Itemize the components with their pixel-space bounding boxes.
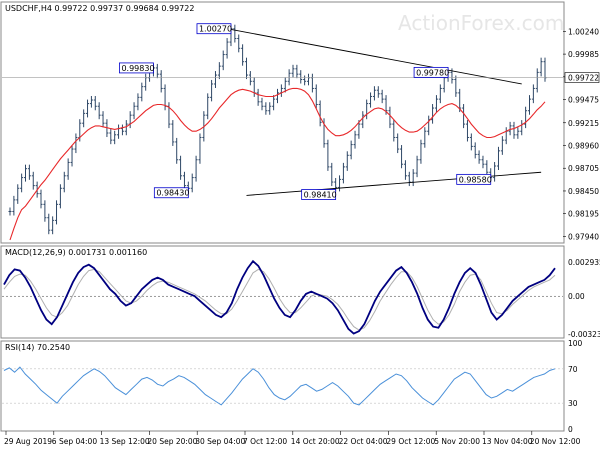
x-tick-label: 29 Aug 2019 [4, 437, 52, 446]
rsi-panel [0, 340, 565, 432]
trendline-upper [227, 28, 522, 85]
price-y-tick-label: 0.98705 [568, 164, 599, 173]
price-annotation-box [413, 66, 449, 78]
price-plot: 0.99830 1.00270 0.98430 0.98410 0.99780 0.985… [2, 23, 563, 241]
price-annotation-box [456, 173, 492, 185]
x-tick-label: 20 Sep 20:00 [147, 437, 197, 446]
macd-panel [0, 245, 565, 339]
x-tick-label: 5 Nov 20:00 [434, 437, 480, 446]
watermark: ActionForex.com [398, 11, 564, 35]
current-price-box [564, 72, 600, 83]
rsi-y-tick-label: 70 [568, 365, 578, 374]
x-tick-label: 29 Oct 12:00 [386, 437, 435, 446]
macd-y-tick-label: 0.002935 [568, 258, 600, 267]
rsi-line [3, 366, 556, 406]
price-title: USDCHF,H4 0.99722 0.99737 0.99684 0.9972… [5, 4, 194, 13]
macd-y-tick-label: 0.00 [568, 292, 585, 301]
price-annotation-label: 0.98580 [459, 175, 492, 184]
price-panel [0, 1, 565, 244]
x-tick-label: 13 Sep 12:00 [100, 437, 150, 446]
price-annotation-label: 0.99780 [416, 68, 449, 77]
price-y-tick-label: 0.98450 [568, 187, 599, 196]
price-annotation-box [153, 187, 189, 199]
y-axes: 1.002400.999850.997300.994750.992150.989… [563, 27, 600, 434]
price-annotation-label: 0.98430 [156, 189, 189, 198]
rsi-plot [2, 366, 563, 406]
rsi-y-tick-label: 30 [568, 399, 578, 408]
price-annotation-label: 1.00270 [199, 25, 232, 34]
price-annotation-box [196, 23, 232, 35]
x-tick-label: 7 Oct 12:00 [243, 437, 287, 446]
price-y-tick-label: 1.00240 [568, 27, 599, 36]
price-y-tick-label: 0.97940 [568, 232, 599, 241]
price-annotation-box [119, 62, 154, 74]
rsi-y-tick-label: 0 [568, 425, 573, 434]
price-annotation-label: 0.99830 [121, 64, 154, 73]
macd-y-tick-label: -0.003238 [568, 330, 600, 339]
rsi-y-tick-label: 100 [568, 339, 583, 348]
trendline-lower [246, 171, 542, 196]
current-price-label: 0.99722 [568, 74, 599, 83]
macd-title: MACD(12,26,9) 0.001731 0.001160 [5, 248, 147, 257]
price-y-tick-label: 0.99215 [568, 119, 599, 128]
x-tick-label: 13 Nov 04:00 [482, 437, 533, 446]
macd-plot [2, 259, 563, 335]
rsi-title: RSI(14) 70.2540 [5, 343, 70, 352]
price-y-tick-label: 0.99475 [568, 96, 599, 105]
price-annotation-box [301, 189, 337, 200]
x-tick-label: 14 Oct 20:00 [291, 437, 340, 446]
x-tick-label: 6 Sep 04:00 [52, 437, 98, 446]
macd-line [3, 259, 556, 335]
moving-average-line [9, 87, 546, 241]
x-tick-label: 20 Nov 12:00 [530, 437, 581, 446]
price-y-tick-label: 0.99985 [568, 50, 599, 59]
x-tick-label: 22 Oct 04:00 [339, 437, 388, 446]
price-annotation-label: 0.98410 [304, 191, 337, 200]
x-tick-label: 30 Sep 04:00 [195, 437, 245, 446]
price-y-tick-label: 0.98195 [568, 210, 599, 219]
price-y-tick-label: 0.98960 [568, 141, 599, 150]
